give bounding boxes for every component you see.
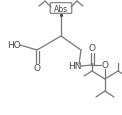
Text: O: O [102, 61, 108, 70]
Text: HO: HO [7, 41, 21, 50]
Text: HN: HN [68, 62, 82, 71]
Text: O: O [88, 44, 96, 53]
Text: Abs: Abs [54, 4, 68, 13]
FancyBboxPatch shape [50, 4, 72, 14]
Text: O: O [34, 64, 41, 73]
